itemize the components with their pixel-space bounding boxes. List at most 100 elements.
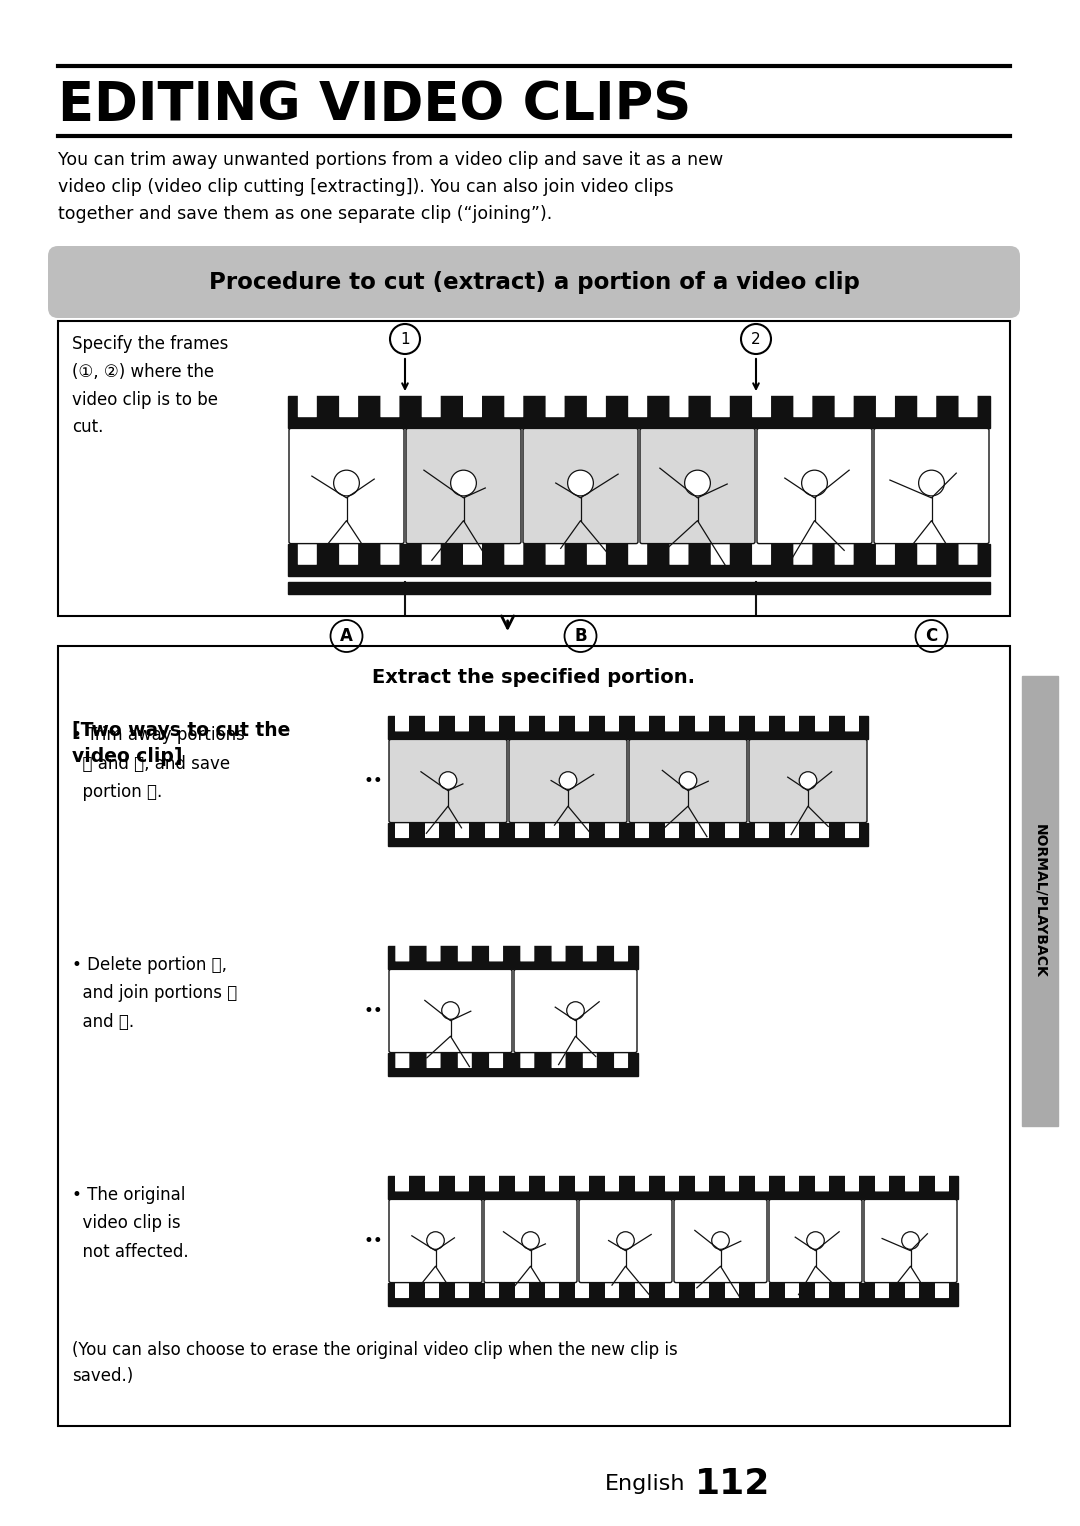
FancyBboxPatch shape [875,1175,889,1192]
FancyBboxPatch shape [674,1199,767,1282]
FancyBboxPatch shape [521,1051,535,1068]
Circle shape [712,1231,729,1250]
FancyBboxPatch shape [395,1175,409,1192]
FancyBboxPatch shape [835,542,853,565]
FancyBboxPatch shape [485,1175,499,1192]
Bar [388,823,868,845]
Circle shape [617,1231,634,1250]
FancyBboxPatch shape [615,1051,629,1068]
FancyBboxPatch shape [545,542,565,565]
FancyBboxPatch shape [575,1175,589,1192]
FancyBboxPatch shape [575,714,589,731]
Text: • Delete portion Ⓑ,
  and join portions Ⓐ
  and Ⓒ.: • Delete portion Ⓑ, and join portions Ⓐ … [72,955,238,1032]
FancyBboxPatch shape [917,395,936,417]
FancyBboxPatch shape [670,542,688,565]
Circle shape [567,1001,584,1019]
FancyBboxPatch shape [785,1175,799,1192]
FancyBboxPatch shape [876,395,895,417]
FancyBboxPatch shape [509,740,627,823]
FancyBboxPatch shape [755,821,769,838]
Circle shape [334,470,360,496]
FancyBboxPatch shape [640,429,755,543]
Text: Specify the frames
(①, ②) where the
video clip is to be
cut.: Specify the frames (①, ②) where the vide… [72,336,228,436]
FancyBboxPatch shape [725,714,739,731]
FancyBboxPatch shape [583,945,597,961]
Text: [Two ways to cut the
video clip]: [Two ways to cut the video clip] [72,720,291,766]
FancyBboxPatch shape [427,945,441,961]
FancyBboxPatch shape [489,945,503,961]
FancyBboxPatch shape [504,395,524,417]
FancyBboxPatch shape [785,714,799,731]
FancyBboxPatch shape [389,740,507,823]
FancyBboxPatch shape [635,1175,649,1192]
FancyBboxPatch shape [545,395,565,417]
FancyBboxPatch shape [421,395,441,417]
FancyBboxPatch shape [605,1282,619,1299]
Circle shape [442,1001,459,1019]
Circle shape [440,772,457,789]
FancyBboxPatch shape [339,395,359,417]
FancyBboxPatch shape [757,429,872,543]
FancyBboxPatch shape [935,1175,949,1192]
FancyBboxPatch shape [515,1175,529,1192]
FancyBboxPatch shape [874,429,989,543]
Text: ••: •• [363,1003,383,1019]
FancyBboxPatch shape [917,542,936,565]
FancyBboxPatch shape [289,429,404,543]
FancyBboxPatch shape [629,395,647,417]
FancyBboxPatch shape [785,1282,799,1299]
Text: • Trim away portions
  Ⓐ and Ⓒ, and save
  portion Ⓑ.: • Trim away portions Ⓐ and Ⓒ, and save p… [72,726,245,801]
FancyBboxPatch shape [545,1282,559,1299]
FancyBboxPatch shape [711,395,730,417]
FancyBboxPatch shape [935,1282,949,1299]
FancyBboxPatch shape [876,542,895,565]
FancyBboxPatch shape [485,1282,499,1299]
FancyBboxPatch shape [755,1282,769,1299]
Circle shape [902,1231,919,1250]
FancyBboxPatch shape [583,1051,597,1068]
FancyBboxPatch shape [380,542,400,565]
FancyBboxPatch shape [426,821,438,838]
FancyBboxPatch shape [575,821,589,838]
FancyBboxPatch shape [552,1051,566,1068]
FancyBboxPatch shape [696,1282,708,1299]
FancyBboxPatch shape [794,542,812,565]
FancyBboxPatch shape [514,969,637,1053]
FancyBboxPatch shape [484,1199,577,1282]
Circle shape [685,470,711,496]
FancyBboxPatch shape [959,395,977,417]
FancyBboxPatch shape [665,714,679,731]
FancyBboxPatch shape [485,821,499,838]
FancyBboxPatch shape [815,821,829,838]
FancyBboxPatch shape [463,542,482,565]
FancyBboxPatch shape [48,246,1020,317]
Bar [58,320,1010,617]
FancyBboxPatch shape [635,714,649,731]
Text: 2: 2 [752,331,760,346]
FancyBboxPatch shape [427,1051,441,1068]
FancyBboxPatch shape [864,1199,957,1282]
FancyBboxPatch shape [395,1051,409,1068]
FancyBboxPatch shape [725,1175,739,1192]
FancyBboxPatch shape [579,1199,672,1282]
Bar [288,543,990,575]
FancyBboxPatch shape [845,1282,859,1299]
FancyBboxPatch shape [298,395,316,417]
FancyBboxPatch shape [389,969,512,1053]
FancyBboxPatch shape [455,1175,469,1192]
Circle shape [568,470,593,496]
FancyBboxPatch shape [750,740,867,823]
Circle shape [919,470,944,496]
FancyBboxPatch shape [426,1282,438,1299]
Text: English: English [605,1474,685,1494]
FancyBboxPatch shape [635,821,649,838]
Text: You can trim away unwanted portions from a video clip and save it as a new
video: You can trim away unwanted portions from… [58,151,724,223]
Bar [58,645,1010,1425]
FancyBboxPatch shape [605,821,619,838]
FancyBboxPatch shape [395,945,409,961]
FancyBboxPatch shape [458,945,472,961]
FancyBboxPatch shape [815,1175,829,1192]
FancyBboxPatch shape [629,740,747,823]
FancyBboxPatch shape [458,1051,472,1068]
Circle shape [559,772,577,789]
